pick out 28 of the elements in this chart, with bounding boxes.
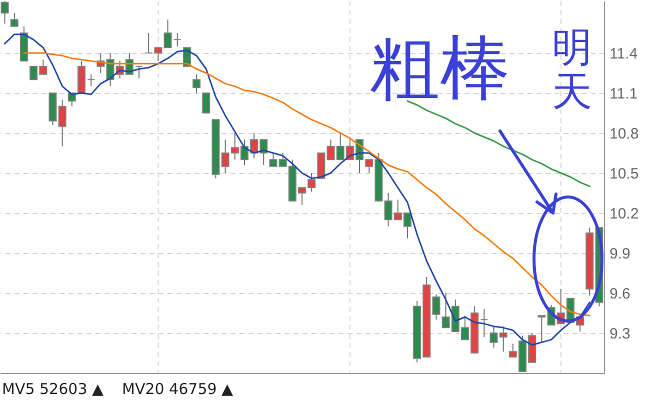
text: MV5 52603 ▲: [2, 380, 104, 398]
y-tick-label: 11.4: [610, 46, 638, 62]
annotation: 粗棒: [370, 27, 510, 109]
candlestick: [164, 19, 172, 48]
y-tick-label: 9.3: [610, 326, 630, 342]
candlestick: [154, 47, 162, 62]
annotation: 明天: [552, 25, 592, 115]
candlestick: [135, 66, 144, 79]
candlestick: [0, 0, 9, 24]
candlestick: [173, 32, 182, 47]
candlestick: [87, 74, 96, 87]
candlestick: [538, 315, 546, 343]
candlestick: [144, 32, 153, 54]
candlestick: [269, 152, 278, 167]
candlestick: [10, 12, 18, 27]
candlestick: [202, 92, 210, 114]
candlestick: [480, 308, 488, 338]
text: MV20 46759 ▲: [122, 380, 234, 398]
y-tick-label: 10.8: [610, 126, 639, 142]
y-tick-label: 9.9: [610, 246, 630, 262]
candlestick: [192, 74, 201, 94]
candlestick: [490, 326, 498, 348]
y-tick-label: 10.2: [610, 206, 639, 222]
candlestick: [499, 326, 508, 352]
y-tick-label: 11.1: [610, 86, 638, 102]
y-tick-label: 9.6: [610, 286, 630, 302]
candlestick: [58, 99, 66, 147]
y-tick-label: 10.5: [610, 166, 639, 182]
